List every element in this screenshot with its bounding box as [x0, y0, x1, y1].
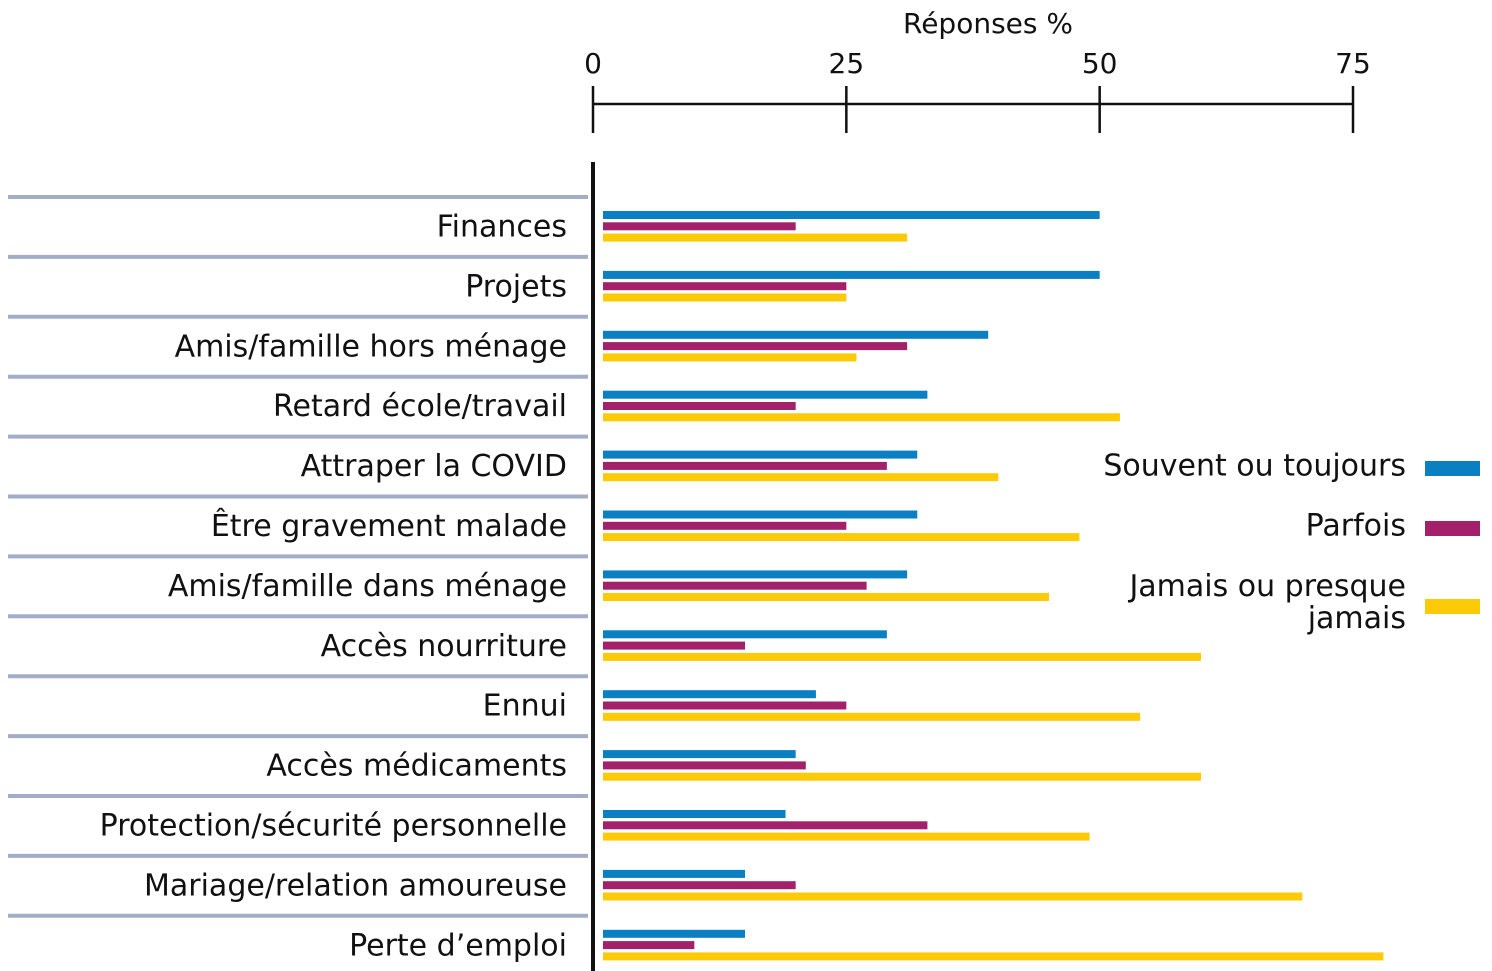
category-label: Perte d’emploi [349, 928, 567, 963]
bar [603, 570, 908, 579]
x-tick-label: 25 [829, 47, 865, 80]
bar [603, 461, 887, 470]
bar [603, 750, 796, 759]
bar [603, 533, 1080, 542]
bar [603, 330, 989, 339]
bar [603, 581, 867, 590]
bar [603, 211, 1100, 219]
category-label: Protection/sécurité personnelle [100, 809, 567, 844]
bar [603, 390, 928, 399]
bar [603, 810, 786, 818]
category-label: Retard école/travail [273, 389, 567, 424]
bar [603, 630, 887, 639]
bar [603, 761, 806, 770]
bar [603, 293, 847, 302]
category-label: Amis/famille hors ménage [175, 329, 567, 364]
bar [603, 510, 918, 519]
bar [603, 869, 745, 878]
bar [603, 881, 796, 890]
legend-label: Jamais ou presque jamais [1127, 569, 1406, 636]
bar [603, 342, 908, 351]
legend-swatch [1425, 599, 1480, 614]
bar [603, 222, 796, 231]
bar [603, 521, 847, 530]
bar [603, 450, 918, 459]
bar [603, 941, 695, 950]
x-tick-label: 50 [1082, 47, 1118, 80]
bar [603, 712, 1141, 721]
legend-swatch [1425, 461, 1480, 476]
bar [603, 593, 1049, 601]
bar [603, 473, 999, 482]
category-label: Attraper la COVID [301, 449, 567, 484]
bar [603, 772, 1201, 781]
legend-label: Souvent ou toujours [1103, 449, 1406, 484]
bar [603, 270, 1100, 279]
category-label: Accès nourriture [321, 629, 567, 664]
x-tick-label: 0 [584, 47, 602, 80]
category-label: Finances [437, 210, 567, 245]
category-label: Amis/famille dans ménage [168, 569, 567, 604]
bar [603, 690, 816, 699]
category-label: Être gravement malade [211, 508, 567, 544]
x-tick-label: 75 [1335, 47, 1371, 80]
bar [603, 402, 796, 410]
category-label: Accès médicaments [266, 749, 567, 784]
bar [603, 892, 1303, 901]
bar [603, 929, 745, 938]
bar [603, 821, 928, 830]
category-label: Mariage/relation amoureuse [144, 868, 567, 903]
legend-swatch [1425, 521, 1480, 536]
axis-title: Réponses % [903, 7, 1073, 40]
bar [603, 652, 1201, 661]
category-label: Projets [465, 269, 567, 304]
bar [603, 952, 1384, 961]
bar [603, 282, 847, 291]
bar [603, 641, 745, 650]
bar [603, 233, 908, 242]
bar [603, 701, 847, 710]
legend-label: Parfois [1306, 509, 1406, 544]
bar [603, 413, 1120, 422]
bar [603, 832, 1090, 841]
category-label: Ennui [483, 689, 567, 724]
bar [603, 353, 857, 362]
